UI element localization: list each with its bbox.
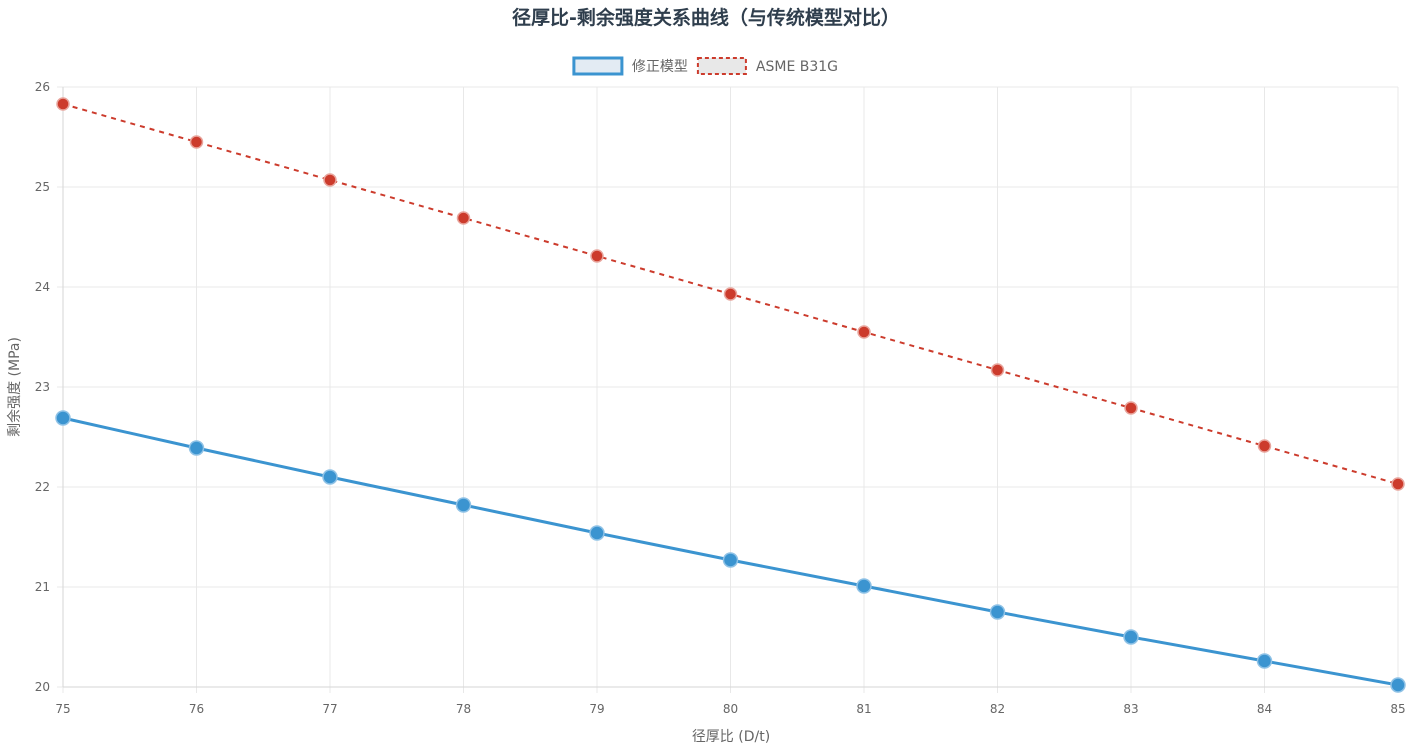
x-tick-label: 79 [589, 702, 604, 716]
axes [62, 87, 1398, 688]
y-tick-label: 24 [35, 280, 50, 294]
x-tick-label: 75 [55, 702, 70, 716]
legend-item[interactable]: ASME B31G [696, 57, 838, 75]
data-point[interactable] [990, 363, 1005, 377]
chart-title: 径厚比-剩余强度关系曲线（与传统模型对比） [512, 6, 900, 29]
data-point[interactable] [323, 173, 337, 187]
data-point[interactable] [322, 469, 338, 485]
series-layer [55, 97, 1406, 693]
legend[interactable]: 修正模型 ASME B31G [572, 56, 838, 76]
legend-swatch [572, 56, 624, 76]
data-point[interactable] [55, 410, 71, 426]
data-point[interactable] [856, 578, 872, 594]
x-tick-label: 82 [990, 702, 1005, 716]
legend-item[interactable]: 修正模型 [572, 56, 688, 76]
data-point[interactable] [189, 135, 204, 149]
x-axis-title: 径厚比 (D/t) [692, 729, 770, 745]
x-tick-label: 84 [1257, 702, 1272, 716]
legend-label: ASME B31G [756, 59, 838, 75]
grid [57, 86, 1399, 693]
y-tick-label: 22 [35, 480, 50, 494]
data-point[interactable] [1390, 677, 1406, 693]
data-point[interactable] [1124, 401, 1138, 415]
data-point[interactable] [723, 287, 738, 301]
x-tick-label: 81 [856, 702, 871, 716]
data-point[interactable] [722, 552, 739, 568]
data-point[interactable] [56, 97, 70, 111]
x-tick-label: 83 [1123, 702, 1138, 716]
data-point[interactable] [589, 525, 605, 541]
data-point[interactable] [188, 440, 205, 456]
legend-label: 修正模型 [632, 59, 688, 75]
y-tick-label: 26 [35, 80, 50, 94]
y-axis-ticks: 20 21 22 23 24 25 26 [35, 80, 50, 694]
y-axis-title: 剩余强度 (MPa) [6, 337, 23, 437]
x-tick-label: 76 [189, 702, 204, 716]
x-tick-label: 77 [322, 702, 337, 716]
series-asme-b31g [56, 97, 1405, 491]
x-tick-label: 80 [723, 702, 738, 716]
data-point[interactable] [1257, 439, 1272, 453]
x-axis-ticks: 75 76 77 78 79 80 81 82 83 84 85 [55, 702, 1405, 716]
data-point[interactable] [1391, 477, 1405, 491]
y-tick-label: 20 [35, 680, 50, 694]
y-tick-label: 25 [35, 180, 50, 194]
x-tick-label: 78 [456, 702, 471, 716]
x-tick-label: 85 [1390, 702, 1405, 716]
y-tick-label: 23 [35, 380, 50, 394]
series-corrected-model [55, 410, 1406, 693]
data-point[interactable] [857, 325, 871, 339]
data-point[interactable] [1256, 653, 1273, 669]
data-point[interactable] [989, 604, 1006, 620]
data-point[interactable] [1123, 629, 1139, 645]
data-point[interactable] [456, 211, 471, 225]
legend-swatch [696, 57, 747, 75]
data-point[interactable] [455, 497, 472, 513]
y-tick-label: 21 [35, 580, 50, 594]
data-point[interactable] [590, 249, 604, 263]
